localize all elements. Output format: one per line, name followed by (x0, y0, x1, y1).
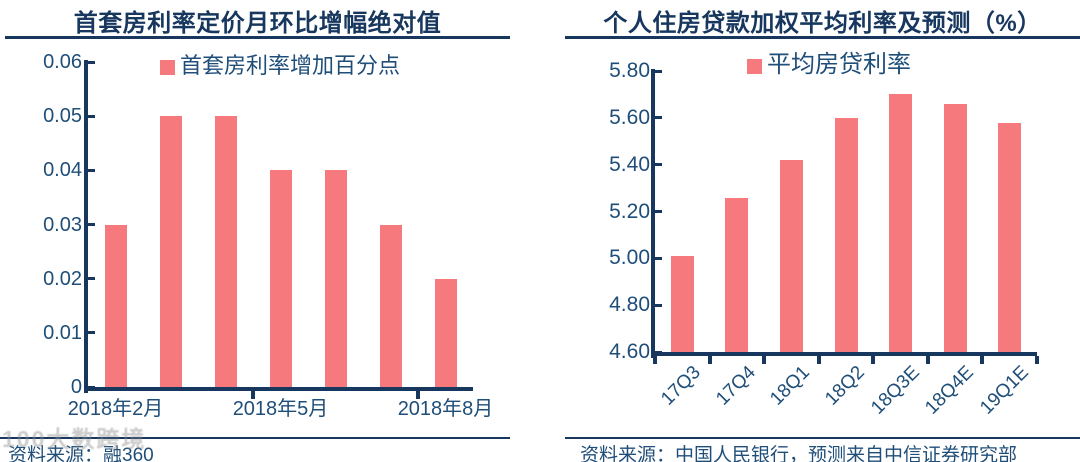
x-tick-mark (980, 356, 985, 364)
x-tick-label: 2018年5月 (232, 398, 329, 420)
bar-18Q4E (943, 103, 967, 352)
x-tick-label: 18Q1 (766, 362, 815, 410)
x-tick-label: 17Q3 (657, 362, 706, 410)
x-tick-label: 18Q4E (921, 362, 978, 419)
legend-label: 首套房利率增加百分点 (180, 53, 401, 78)
x-tick-mark (1035, 356, 1039, 364)
y-tick-label: 4.80 (609, 293, 650, 317)
y-tick-label: 4.60 (609, 340, 650, 363)
footer-rule (565, 437, 1080, 439)
x-tick-mark (416, 391, 420, 399)
legend-swatch (160, 60, 175, 75)
title-underline (5, 36, 510, 39)
y-tick-mark (655, 303, 662, 307)
bar-item-3 (214, 116, 237, 387)
x-tick-mark (816, 356, 821, 364)
panel-first-home-rate: 首套房利率定价月环比增幅绝对值 0.06 0.05 0.04 0.03 0.02 0.01… (0, 10, 510, 462)
bar-chart-first-home-rate: 0.06 0.05 0.04 0.03 0.02 0.01 0 2018年2月 2018年5月 2… (43, 51, 494, 420)
bar-chart-mortgage-rate: 5.80 5.60 5.40 5.20 5.00 4.80 4.60 17Q3 17Q4 18Q1… (540, 0, 1080, 462)
y-tick-mark (655, 116, 662, 120)
footer-rule (0, 437, 510, 439)
y-tick-label: 5.20 (609, 199, 650, 223)
bar-item-6 (379, 224, 402, 387)
bar-2018年2月 (104, 224, 127, 387)
x-tick-label: 19Q1E (975, 362, 1033, 419)
x-tick-mark (653, 356, 657, 364)
bar-17Q4 (725, 197, 749, 353)
y-tick-mark (88, 331, 95, 335)
x-tick-mark (871, 356, 876, 364)
x-axis-line (84, 387, 473, 391)
y-tick-mark (655, 163, 662, 167)
chart-title: 首套房利率定价月环比增幅绝对值 (73, 10, 442, 37)
legend-swatch (747, 59, 762, 74)
x-axis-line (651, 352, 1037, 356)
x-tick-label: 2018年2月 (67, 398, 164, 420)
chart-title: 个人住房贷款加权平均利率及预测（%） (603, 10, 1042, 37)
x-tick-label: 2018年8月 (397, 398, 494, 420)
x-tick-label: 18Q2 (821, 362, 869, 410)
y-tick-label: 5.60 (609, 105, 650, 129)
bar-18Q2 (834, 117, 858, 352)
y-tick-label: 0.03 (43, 213, 82, 236)
source-note: 资料来源：中国人民银行，预测来自中信证券研究部 (580, 445, 1018, 462)
y-tick-label: 5.00 (609, 246, 650, 270)
y-tick-label: 0 (70, 376, 82, 398)
y-tick-mark (655, 256, 662, 260)
y-tick-label: 0.02 (43, 267, 82, 290)
x-tick-mark (925, 356, 930, 364)
x-tick-mark (762, 356, 767, 364)
bar-2018年5月 (269, 170, 292, 387)
y-tick-mark (88, 60, 95, 64)
bar-item-5 (324, 170, 347, 387)
y-axis-line (84, 60, 88, 393)
x-tick-label: 17Q4 (712, 362, 760, 410)
bar-item-2 (159, 116, 182, 387)
y-tick-label: 0.04 (43, 159, 82, 182)
x-tick-mark (707, 356, 712, 364)
y-tick-mark (655, 69, 662, 73)
bar-19Q1E (998, 122, 1022, 352)
legend-label: 平均房贷利率 (767, 51, 911, 78)
bar-17Q3 (670, 256, 694, 352)
y-axis-line (651, 69, 655, 358)
source-note: 资料来源：融360 (8, 445, 154, 462)
title-underline (565, 36, 1080, 39)
y-tick-label: 5.80 (609, 59, 650, 82)
x-tick-label: 18Q3E (866, 362, 924, 419)
bar-18Q3E (889, 94, 913, 352)
y-tick-label: 0.05 (43, 105, 82, 128)
y-tick-label: 0.01 (43, 321, 82, 344)
panel-mortgage-rate-forecast: 个人住房贷款加权平均利率及预测（%） 5.80 5.60 5.40 5.20 5.00 4… (540, 0, 1080, 462)
bar-18Q1 (779, 160, 803, 352)
y-tick-label: 0.06 (43, 51, 82, 73)
y-tick-mark (655, 210, 662, 213)
y-tick-mark (88, 114, 95, 118)
y-tick-mark (88, 277, 95, 281)
bar-2018年8月 (434, 278, 457, 387)
y-tick-label: 5.40 (609, 152, 650, 176)
x-tick-mark (251, 391, 255, 399)
y-tick-mark (88, 168, 95, 172)
y-tick-mark (88, 223, 95, 226)
